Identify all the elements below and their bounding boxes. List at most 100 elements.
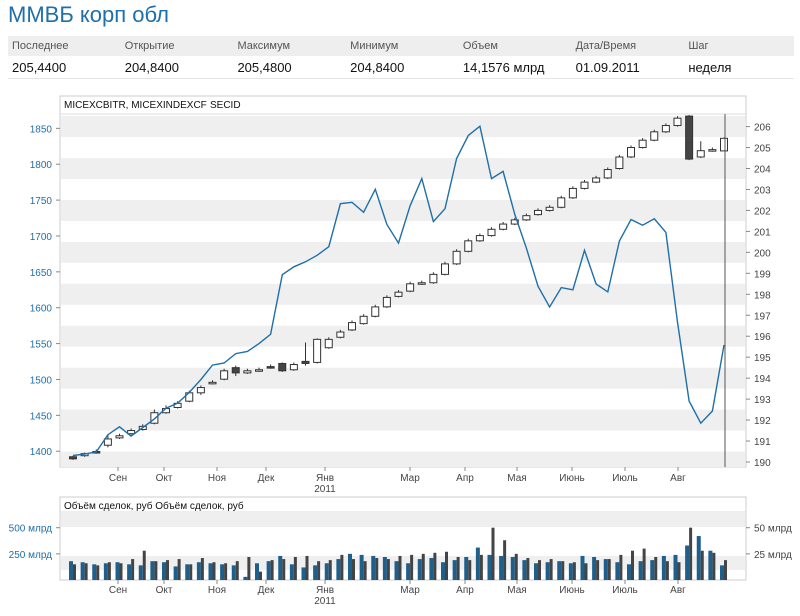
volume-bar-index xyxy=(510,556,515,580)
volume-bar-bonds xyxy=(549,559,553,580)
volume-right-axis-label: 25 млрд xyxy=(754,550,792,561)
candle-body xyxy=(115,435,124,439)
candle-body xyxy=(324,338,333,349)
header-datetime: Дата/Время xyxy=(575,40,637,52)
candle-body xyxy=(429,273,438,284)
left-axis-label: 1400 xyxy=(30,447,53,458)
volume-bar-index xyxy=(487,554,492,580)
volume-bar-bonds xyxy=(107,562,111,580)
candle-body xyxy=(592,177,601,183)
candle-body xyxy=(208,381,217,385)
candle-body xyxy=(255,369,263,372)
x-axis-label: Окт xyxy=(156,473,173,484)
volume-left-axis-label: 250 млрд xyxy=(9,550,53,561)
volume-bar-bonds xyxy=(642,548,646,580)
volume-left-axis-label: 500 млрд xyxy=(9,524,53,535)
volume-bar-index xyxy=(696,536,701,580)
volume-bar-bonds xyxy=(561,561,565,580)
right-axis-label: 193 xyxy=(754,395,771,406)
candle-body xyxy=(685,115,694,160)
volume-bar-index xyxy=(231,565,236,580)
x-axis-label: Апр xyxy=(456,473,474,484)
volume-bar-bonds xyxy=(410,554,414,580)
grid-band xyxy=(61,451,745,467)
volume-bar-index xyxy=(685,545,690,580)
volume-bar-bonds xyxy=(596,560,600,580)
value-max: 205,4800 xyxy=(237,59,292,75)
volume-bar-index xyxy=(650,560,655,580)
volume-bar-bonds xyxy=(538,560,541,580)
right-axis-label: 197 xyxy=(754,311,771,322)
volume-bar-bonds xyxy=(386,559,390,580)
volume-bar-index xyxy=(475,547,480,580)
volume-bar-bonds xyxy=(189,564,193,580)
candle-body xyxy=(510,219,519,225)
candle-body xyxy=(348,322,356,331)
volume-bar-index xyxy=(371,555,376,580)
candle-body xyxy=(499,223,508,230)
volume-bar-index xyxy=(429,558,434,580)
candle-body xyxy=(661,125,670,133)
volume-bar-bonds xyxy=(363,561,367,580)
candle-body xyxy=(289,364,298,371)
left-axis-label: 1500 xyxy=(30,375,53,386)
volume-bar-bonds xyxy=(317,561,321,580)
quote-summary-value-row: 205,4400 204,8400 205,4800 204,8400 14,1… xyxy=(8,56,794,79)
right-axis-label: 195 xyxy=(754,353,771,364)
right-axis-label: 204 xyxy=(754,165,771,176)
candle-body xyxy=(568,187,577,199)
x-axis-label: Июнь xyxy=(559,473,584,484)
candle-body xyxy=(627,147,635,158)
value-volume: 14,1576 млрд xyxy=(462,59,545,75)
volume-bar-bonds xyxy=(282,559,286,580)
candle-body xyxy=(278,362,287,372)
right-axis-label: 203 xyxy=(754,185,771,196)
volume-bar-index xyxy=(382,556,387,580)
header-min: Минимум xyxy=(350,40,399,52)
right-axis-label: 192 xyxy=(754,416,771,427)
candle-body xyxy=(720,137,728,152)
volume-bar-bonds xyxy=(468,560,472,580)
volume-x-axis-label: Июль xyxy=(612,585,638,596)
volume-bar-index xyxy=(568,563,573,580)
volume-bar-index xyxy=(266,561,271,580)
volume-bar-bonds xyxy=(340,554,344,580)
right-axis-label: 196 xyxy=(754,332,771,343)
x-axis-label: Дек xyxy=(258,473,275,484)
volume-bar-bonds xyxy=(526,558,530,580)
index-line-series xyxy=(72,124,725,457)
candle-body xyxy=(696,150,705,158)
right-axis-label: 200 xyxy=(754,248,771,259)
grid-band xyxy=(61,283,745,305)
volume-bar-index xyxy=(627,564,631,580)
volume-bar-index xyxy=(127,564,132,580)
volume-bar-index xyxy=(255,563,259,580)
grid-band xyxy=(61,513,745,527)
volume-bar-index xyxy=(185,564,190,580)
volume-bar-bonds xyxy=(212,562,216,580)
volume-x-axis-label: Дек xyxy=(258,585,275,596)
volume-x-axis-label: Авг xyxy=(670,585,686,596)
value-step[interactable]: неделя xyxy=(688,59,732,75)
volume-bar-bonds xyxy=(724,560,727,580)
volume-bar-index xyxy=(708,550,713,580)
volume-bar-bonds xyxy=(712,552,716,580)
volume-bar-index xyxy=(208,563,213,580)
volume-bar-bonds xyxy=(177,559,181,580)
volume-bar-index xyxy=(289,564,294,580)
volume-bar-index xyxy=(394,561,399,580)
candle-body xyxy=(243,370,252,374)
candle-body xyxy=(580,181,589,189)
header-last: Последнее xyxy=(12,40,69,52)
candle-body xyxy=(127,430,136,435)
quote-summary-header-row: Последнее Открытие Максимум Минимум Объе… xyxy=(8,36,794,56)
volume-bar-index xyxy=(441,562,445,580)
volume-bar-bonds xyxy=(247,556,251,580)
left-axis-label: 1850 xyxy=(30,124,53,135)
grid-band xyxy=(61,199,745,221)
volume-bar-index xyxy=(359,554,364,580)
volume-bar-bonds xyxy=(166,560,169,580)
candle-body xyxy=(603,169,612,179)
candle-body xyxy=(196,387,205,394)
